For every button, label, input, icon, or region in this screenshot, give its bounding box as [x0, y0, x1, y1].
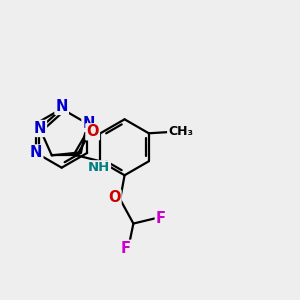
Text: N: N	[34, 121, 46, 136]
Text: N: N	[56, 99, 68, 114]
Text: NH: NH	[88, 161, 110, 174]
Text: CH₃: CH₃	[168, 125, 193, 138]
Text: F: F	[121, 241, 131, 256]
Text: F: F	[156, 211, 166, 226]
Text: N: N	[82, 116, 95, 131]
Text: O: O	[86, 124, 99, 139]
Text: N: N	[30, 146, 42, 160]
Text: O: O	[108, 190, 121, 206]
